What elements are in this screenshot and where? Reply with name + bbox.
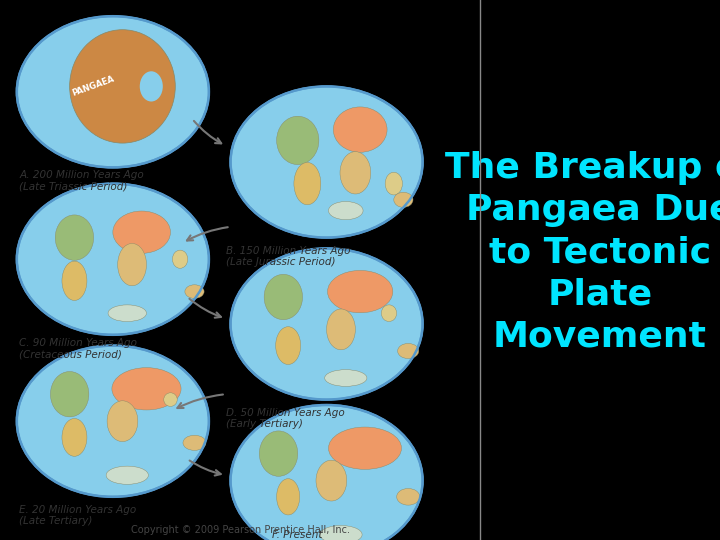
Ellipse shape — [276, 327, 301, 364]
Ellipse shape — [327, 309, 356, 350]
Text: The Breakup of
Pangaea Due
to Tectonic
Plate
Movement: The Breakup of Pangaea Due to Tectonic P… — [445, 151, 720, 354]
Ellipse shape — [230, 405, 423, 540]
Ellipse shape — [294, 163, 321, 205]
Ellipse shape — [172, 250, 188, 268]
Ellipse shape — [50, 372, 89, 417]
Ellipse shape — [320, 525, 362, 540]
Ellipse shape — [17, 346, 209, 497]
Ellipse shape — [394, 192, 413, 207]
Ellipse shape — [163, 393, 177, 407]
Ellipse shape — [340, 152, 371, 194]
Ellipse shape — [108, 305, 146, 321]
Ellipse shape — [276, 116, 319, 165]
Ellipse shape — [333, 107, 387, 152]
Ellipse shape — [183, 435, 206, 450]
Ellipse shape — [17, 16, 209, 167]
Ellipse shape — [276, 478, 300, 515]
Ellipse shape — [264, 274, 302, 320]
Ellipse shape — [385, 172, 402, 195]
Ellipse shape — [328, 427, 402, 469]
Text: C. 90 Million Years Ago
(Cretaceous Period): C. 90 Million Years Ago (Cretaceous Peri… — [19, 338, 138, 359]
Ellipse shape — [55, 215, 94, 260]
Text: A. 200 Million Years Ago
(Late Triassic Period): A. 200 Million Years Ago (Late Triassic … — [19, 170, 144, 192]
Ellipse shape — [259, 431, 298, 476]
Ellipse shape — [325, 370, 367, 386]
Ellipse shape — [397, 489, 420, 505]
Ellipse shape — [107, 401, 138, 442]
Ellipse shape — [316, 460, 347, 501]
Ellipse shape — [185, 285, 204, 299]
Ellipse shape — [230, 86, 423, 238]
Ellipse shape — [62, 261, 87, 300]
Ellipse shape — [140, 71, 163, 102]
Ellipse shape — [106, 466, 148, 484]
Text: E. 20 Million Years Ago
(Late Tertiary): E. 20 Million Years Ago (Late Tertiary) — [19, 505, 137, 526]
Text: F. Present: F. Present — [272, 530, 323, 540]
Ellipse shape — [230, 248, 423, 400]
Text: Copyright © 2009 Pearson Prentice Hall, Inc.: Copyright © 2009 Pearson Prentice Hall, … — [130, 524, 350, 535]
Ellipse shape — [382, 305, 397, 321]
Text: PANGAEA: PANGAEA — [71, 75, 116, 98]
Text: D. 50 Million Years Ago
(Early Tertiary): D. 50 Million Years Ago (Early Tertiary) — [225, 408, 344, 429]
Ellipse shape — [62, 418, 87, 456]
Ellipse shape — [113, 211, 171, 253]
Ellipse shape — [112, 368, 181, 410]
Text: B. 150 Million Years Ago
(Late Jurassic Period): B. 150 Million Years Ago (Late Jurassic … — [225, 246, 350, 267]
Ellipse shape — [70, 30, 175, 143]
Ellipse shape — [328, 271, 393, 313]
Ellipse shape — [117, 244, 146, 286]
Ellipse shape — [328, 201, 363, 220]
Ellipse shape — [397, 343, 419, 359]
Ellipse shape — [17, 184, 209, 335]
